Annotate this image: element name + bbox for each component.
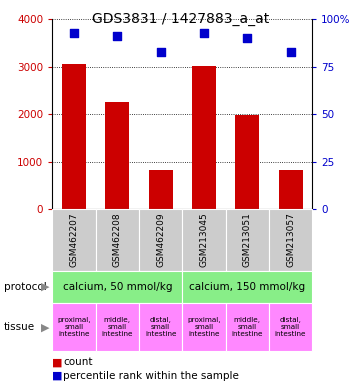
Point xyxy=(244,35,250,41)
Bar xyxy=(279,170,303,209)
Text: GSM462209: GSM462209 xyxy=(156,213,165,267)
Text: distal,
small
intestine: distal, small intestine xyxy=(275,317,306,338)
Bar xyxy=(105,103,129,209)
Text: GSM213051: GSM213051 xyxy=(243,213,252,267)
Text: ■: ■ xyxy=(52,358,63,367)
Text: proximal,
small
intestine: proximal, small intestine xyxy=(187,317,221,338)
Text: middle,
small
intestine: middle, small intestine xyxy=(231,317,263,338)
Text: GDS3831 / 1427883_a_at: GDS3831 / 1427883_a_at xyxy=(92,12,269,25)
Text: tissue: tissue xyxy=(4,322,35,333)
Bar xyxy=(192,66,216,209)
Text: GSM213057: GSM213057 xyxy=(286,213,295,267)
Text: percentile rank within the sample: percentile rank within the sample xyxy=(63,371,239,381)
Point xyxy=(71,30,77,36)
Text: GSM462208: GSM462208 xyxy=(113,213,122,267)
Text: ▶: ▶ xyxy=(41,322,49,333)
Text: GSM213045: GSM213045 xyxy=(200,213,208,267)
Point xyxy=(201,30,207,36)
Text: count: count xyxy=(63,358,93,367)
Point xyxy=(114,33,120,40)
Point xyxy=(158,48,164,55)
Point xyxy=(288,48,293,55)
Text: protocol: protocol xyxy=(4,282,46,292)
Bar xyxy=(149,170,173,209)
Bar xyxy=(235,115,259,209)
Text: distal,
small
intestine: distal, small intestine xyxy=(145,317,177,338)
Text: calcium, 150 mmol/kg: calcium, 150 mmol/kg xyxy=(189,282,305,292)
Text: middle,
small
intestine: middle, small intestine xyxy=(101,317,133,338)
Text: GSM462207: GSM462207 xyxy=(70,213,78,267)
Text: calcium, 50 mmol/kg: calcium, 50 mmol/kg xyxy=(62,282,172,292)
Text: proximal,
small
intestine: proximal, small intestine xyxy=(57,317,91,338)
Bar xyxy=(62,65,86,209)
Text: ▶: ▶ xyxy=(41,282,49,292)
Text: ■: ■ xyxy=(52,371,63,381)
